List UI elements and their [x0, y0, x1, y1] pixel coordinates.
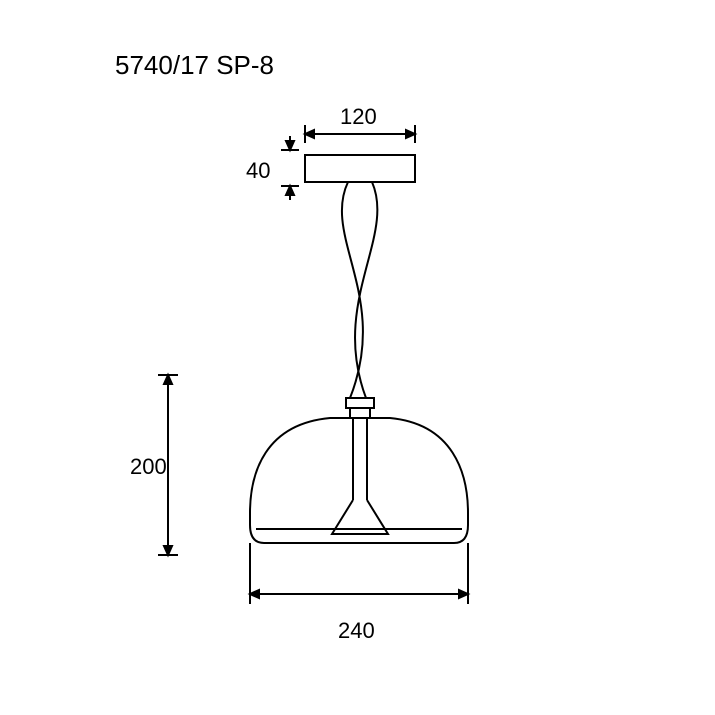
dim-shade-width-label: 240 [338, 618, 375, 644]
dim-shade-height-label: 200 [130, 454, 167, 480]
dim-canopy-width-label: 120 [340, 104, 377, 130]
product-code: 5740/17 SP-8 [115, 50, 274, 81]
dim-canopy-height-label: 40 [246, 158, 270, 184]
